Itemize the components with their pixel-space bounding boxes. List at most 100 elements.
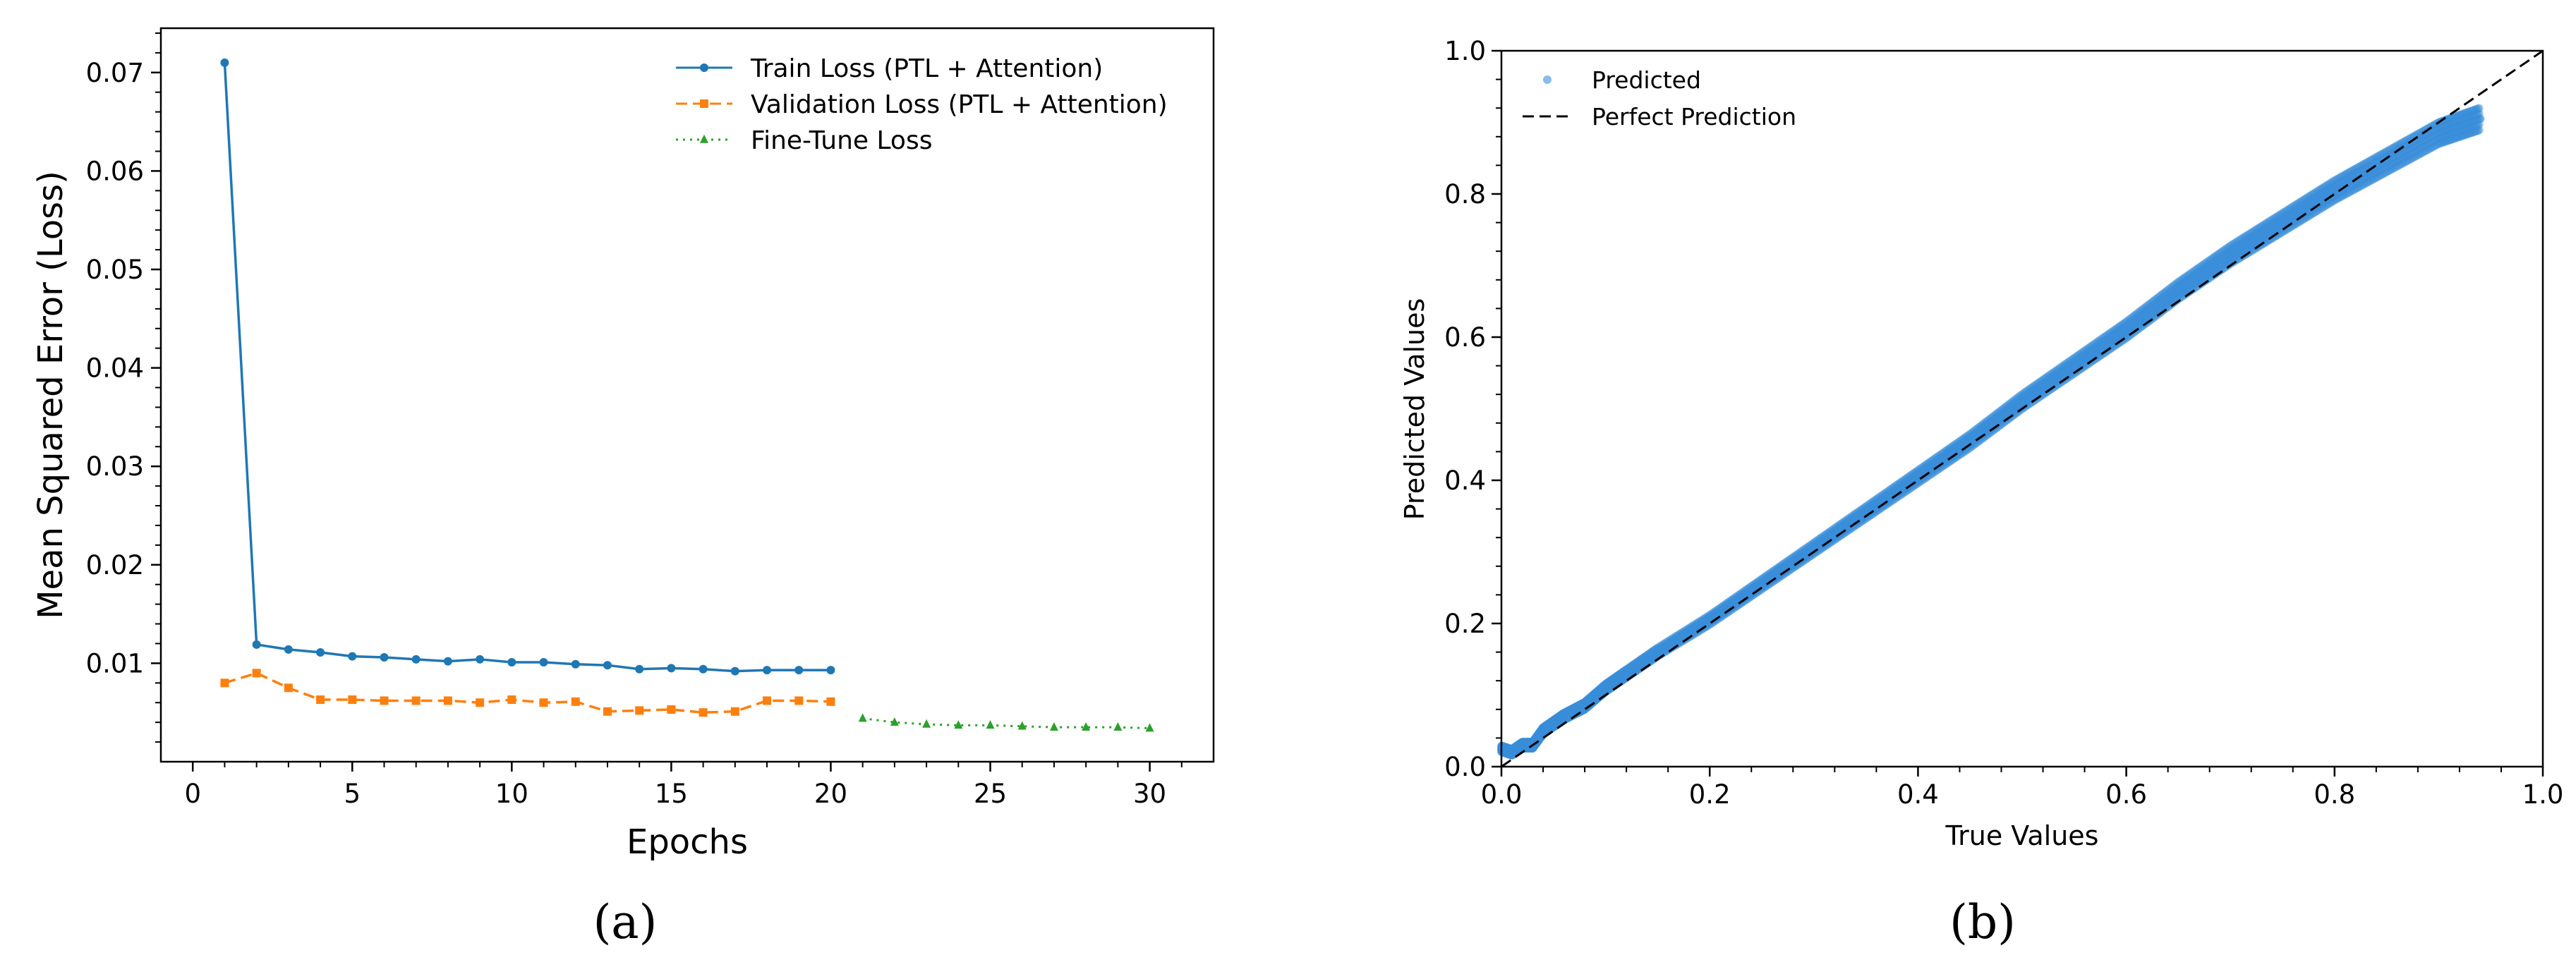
predicted-point (1585, 695, 1595, 704)
predicted-point (1505, 744, 1514, 753)
predicted-point (1559, 712, 1568, 722)
predicted-point (1590, 689, 1599, 698)
predicted-point (1618, 668, 1627, 677)
predicted-point (1613, 674, 1622, 683)
predicted-point (1542, 726, 1551, 735)
predicted-point (1561, 714, 1570, 724)
predicted-point (1565, 709, 1574, 718)
prediction-chart-y-ticks: 0.00.20.40.60.81.0 (1444, 36, 1501, 782)
loss-legend-marker-0 (700, 63, 708, 72)
predicted-point (1504, 748, 1513, 757)
predicted-point (1575, 704, 1584, 713)
predicted-point (1512, 743, 1521, 753)
predicted-point (1556, 716, 1565, 725)
predicted-point (1550, 719, 1559, 729)
loss-y-tick-label: 0.06 (86, 156, 144, 186)
predicted-point (1511, 743, 1520, 753)
predicted-point (1621, 669, 1631, 678)
predicted-point (1623, 664, 1633, 673)
predicted-point (1616, 669, 1626, 678)
predicted-point (1513, 743, 1523, 753)
predicted-point (1566, 708, 1576, 717)
predicted-point (1543, 725, 1552, 734)
predicted-point (1570, 705, 1579, 714)
predicted-point (1501, 747, 1511, 756)
predicted-point (1506, 744, 1516, 753)
predicted-point (1512, 741, 1521, 750)
predicted-point (1623, 670, 1633, 679)
predicted-point (1545, 723, 1554, 732)
predicted-point (1532, 733, 1542, 742)
predicted-point (1573, 703, 1582, 712)
predicted-point (1553, 716, 1562, 725)
predicted-point (1565, 706, 1574, 715)
loss-y-tick-label: 0.01 (86, 648, 144, 678)
predicted-point (1550, 722, 1559, 731)
predicted-point (1604, 685, 1614, 694)
predicted-point (1520, 743, 1529, 753)
predicted-point (1511, 743, 1520, 752)
predicted-point (1566, 705, 1575, 714)
predicted-point (1571, 706, 1580, 715)
predicted-point (1584, 696, 1593, 705)
predicted-point (1506, 749, 1516, 758)
predicted-point (1597, 687, 1606, 696)
predicted-point (1563, 708, 1572, 717)
predicted-point (1512, 743, 1521, 752)
predicted-point (1511, 742, 1520, 751)
loss-series-1-point (730, 707, 739, 716)
predicted-point (1559, 710, 1568, 719)
predicted-point (1518, 739, 1527, 748)
predicted-point (1621, 668, 1630, 677)
predicted-point (1561, 712, 1570, 721)
predicted-point (1546, 723, 1555, 732)
predicted-point (1523, 739, 1532, 748)
predicted-point (1604, 681, 1613, 690)
predicted-point (1516, 743, 1525, 753)
predicted-point (1553, 715, 1562, 724)
predicted-point (1616, 671, 1626, 680)
predicted-point (1523, 738, 1532, 747)
predicted-point (1599, 682, 1608, 691)
predicted-point (1610, 677, 1619, 686)
predicted-point (1535, 729, 1544, 738)
predicted-point (1560, 708, 1569, 717)
predicted-point (1517, 743, 1526, 752)
predicted-point (1571, 702, 1580, 712)
predicted-point (1537, 729, 1547, 738)
predicted-point (1553, 717, 1562, 726)
predicted-point (1503, 749, 1512, 758)
predicted-point (1545, 720, 1554, 729)
predicted-point (1572, 705, 1581, 714)
predicted-point (1547, 720, 1556, 729)
predicted-point (1590, 690, 1600, 700)
predicted-point (1559, 714, 1568, 724)
predicted-point (1562, 711, 1571, 720)
predicted-point (1507, 750, 1516, 760)
predicted-point (1613, 673, 1622, 682)
predicted-point (1564, 712, 1573, 721)
predicted-point (1553, 714, 1562, 724)
predicted-point (1597, 686, 1607, 695)
predicted-point (1566, 707, 1576, 716)
predicted-point (1619, 669, 1628, 678)
predicted-point (1616, 676, 1626, 686)
predicted-point (1542, 724, 1551, 733)
predicted-point (1546, 723, 1555, 732)
predicted-point (1537, 726, 1547, 736)
predicted-point (1558, 710, 1567, 719)
predicted-point (1574, 701, 1583, 710)
predicted-point (1549, 717, 1559, 726)
predicted-point (1535, 732, 1544, 741)
predicted-point (1568, 705, 1578, 714)
predicted-point (1516, 742, 1525, 751)
predicted-point (1578, 700, 1588, 710)
loss-series-0-point (603, 661, 612, 670)
predicted-point (1513, 741, 1523, 750)
loss-series-1-point (380, 696, 389, 705)
predicted-point (1548, 719, 1557, 729)
predicted-point (1558, 713, 1567, 722)
predicted-point (1610, 674, 1619, 683)
prediction-legend-marker-0 (1543, 75, 1552, 84)
predicted-point (1506, 745, 1516, 754)
